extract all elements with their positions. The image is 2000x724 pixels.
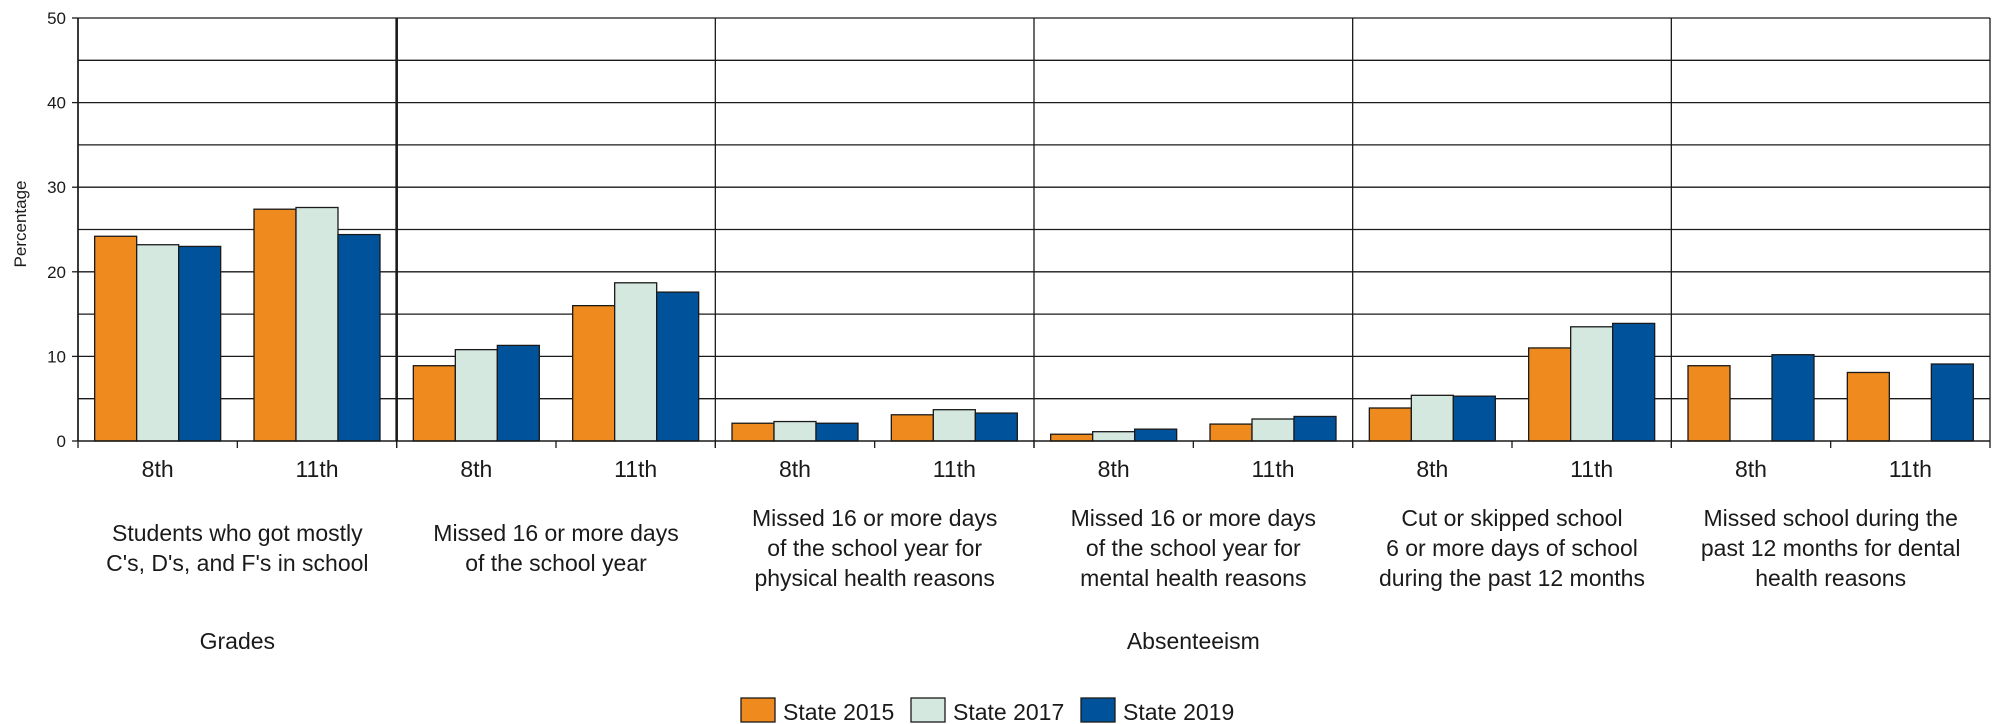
section-labels: Grades Absenteeism bbox=[200, 628, 1260, 654]
bar bbox=[614, 282, 658, 442]
x-tick-label: 11th bbox=[1251, 456, 1294, 482]
bar bbox=[1251, 418, 1295, 442]
legend-swatch bbox=[910, 697, 946, 723]
y-tick-labels: 0 10 20 30 40 50 bbox=[47, 9, 66, 451]
bar bbox=[731, 422, 775, 442]
legend-label: State 2015 bbox=[783, 699, 894, 724]
x-tick-label: 11th bbox=[295, 456, 338, 482]
bar bbox=[1528, 347, 1572, 442]
bar bbox=[1368, 407, 1412, 442]
bar bbox=[1410, 394, 1454, 442]
bar bbox=[1612, 322, 1656, 442]
bar bbox=[1570, 326, 1614, 442]
bars bbox=[94, 206, 1974, 442]
group-labels: Students who got mostly C's, D's, and F's… bbox=[106, 505, 1960, 591]
bar bbox=[412, 365, 456, 442]
x-tick-label: 11th bbox=[1570, 456, 1613, 482]
bar bbox=[94, 235, 138, 442]
x-tick-label: 11th bbox=[614, 456, 657, 482]
bar bbox=[890, 414, 934, 442]
bar bbox=[1134, 428, 1178, 442]
group-label: of the school year for bbox=[1086, 535, 1301, 561]
y-tick-label: 50 bbox=[47, 9, 66, 28]
bar bbox=[178, 245, 222, 442]
group-label: of the school year bbox=[465, 550, 647, 576]
y-tick-label: 40 bbox=[47, 94, 66, 113]
bar bbox=[974, 412, 1018, 442]
bar bbox=[1930, 363, 1974, 442]
bar bbox=[773, 420, 817, 442]
bar bbox=[815, 422, 859, 442]
x-tick-label: 8th bbox=[1098, 456, 1130, 482]
y-tick-label: 0 bbox=[57, 432, 66, 451]
category-labels: 8th 11th 8th 11th 8th 11th 8th 11th 8th 11th 8th 11… bbox=[142, 456, 1932, 482]
section-label: Absenteeism bbox=[1127, 628, 1260, 654]
group-label: physical health reasons bbox=[754, 565, 994, 591]
bar bbox=[1209, 423, 1253, 442]
axes bbox=[72, 17, 1991, 448]
group-label: during the past 12 months bbox=[1379, 565, 1645, 591]
bar bbox=[253, 208, 297, 442]
bar bbox=[1092, 431, 1136, 442]
group-label: Students who got mostly bbox=[112, 520, 363, 546]
group-label: health reasons bbox=[1755, 565, 1906, 591]
x-tick-label: 8th bbox=[1735, 456, 1767, 482]
bar bbox=[1050, 433, 1094, 442]
section-label: Grades bbox=[200, 628, 275, 654]
group-label: C's, D's, and F's in school bbox=[106, 550, 368, 576]
legend-label: State 2017 bbox=[953, 699, 1064, 724]
y-tick-label: 30 bbox=[47, 178, 66, 197]
bar bbox=[454, 348, 498, 442]
group-label: Missed 16 or more days bbox=[433, 520, 678, 546]
bar bbox=[295, 206, 339, 442]
legend-swatch bbox=[740, 697, 776, 723]
bar bbox=[1771, 354, 1815, 442]
group-label: of the school year for bbox=[767, 535, 982, 561]
bar bbox=[1293, 415, 1337, 442]
legend-label: State 2019 bbox=[1123, 699, 1234, 724]
bar bbox=[1846, 371, 1890, 442]
group-label: Missed school during the bbox=[1703, 505, 1957, 531]
group-label: Missed 16 or more days bbox=[1071, 505, 1316, 531]
y-tick-label: 10 bbox=[47, 347, 66, 366]
legend-swatch bbox=[1080, 697, 1116, 723]
x-tick-label: 8th bbox=[460, 456, 492, 482]
y-tick-label: 20 bbox=[47, 263, 66, 282]
group-label: Cut or skipped school bbox=[1401, 505, 1622, 531]
bar bbox=[496, 344, 540, 442]
bar bbox=[136, 244, 180, 442]
legend: State 2015 State 2017 State 2019 bbox=[740, 697, 1234, 724]
bar bbox=[1452, 395, 1496, 442]
group-label: past 12 months for dental bbox=[1701, 535, 1961, 561]
x-tick-label: 8th bbox=[142, 456, 174, 482]
bar bbox=[932, 409, 976, 442]
bar bbox=[656, 291, 700, 442]
bar bbox=[572, 304, 616, 442]
x-tick-label: 11th bbox=[933, 456, 976, 482]
bar bbox=[1687, 365, 1731, 442]
x-tick-label: 8th bbox=[779, 456, 811, 482]
x-tick-label: 11th bbox=[1889, 456, 1932, 482]
bar bbox=[337, 233, 381, 442]
group-label: 6 or more days of school bbox=[1386, 535, 1638, 561]
group-label: mental health reasons bbox=[1080, 565, 1306, 591]
y-axis-label: Percentage bbox=[11, 181, 30, 268]
group-label: Missed 16 or more days bbox=[752, 505, 997, 531]
x-tick-label: 8th bbox=[1416, 456, 1448, 482]
